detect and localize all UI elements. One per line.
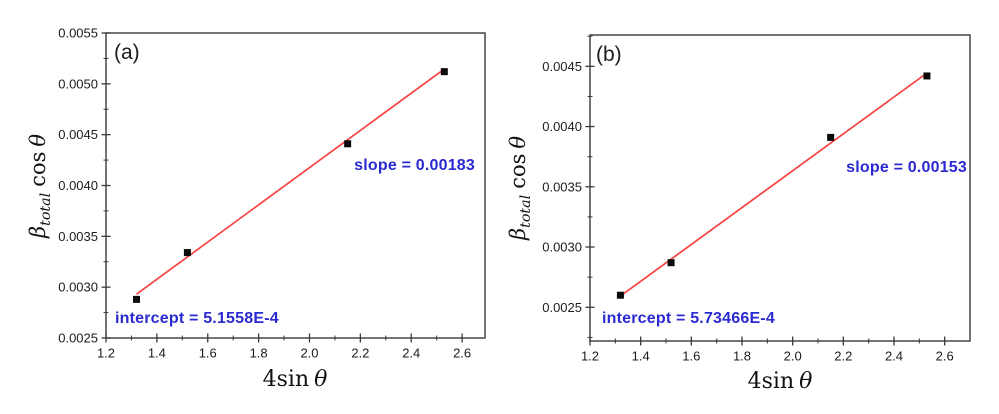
fit-line [136,68,445,295]
data-point-marker [344,140,352,148]
data-point-marker [440,68,448,76]
x-tick-label: 1.6 [682,349,700,364]
theta-symbol: θ [505,135,530,149]
y-tick-label: 0.0045 [542,59,582,74]
y-tick-label: 0.0030 [58,280,98,295]
x-tick-label: 2.6 [453,346,471,361]
x-tick-label: 1.8 [250,346,268,361]
beta-symbol: β [505,227,530,241]
x-tick-label: 1.2 [97,346,115,361]
y-tick-label: 0.0035 [542,179,582,194]
panel-label-a: (a) [114,41,140,64]
data-point-marker [183,249,191,257]
x-label-prefix: 4sin [747,369,795,394]
chart-panel-b: 1.2 1.4 1.6 1.8 2.0 2.2 2.4 2.6 0.0025 0.0030 0.00… [500,0,999,414]
panel-label-b: (b) [596,43,622,66]
y-axis-label: βtotal cos θ [506,136,534,240]
axis-frame [105,32,486,339]
beta-subscript: total [518,194,535,228]
data-point-marker [827,133,835,141]
data-points [616,72,931,299]
fit-line [619,72,928,297]
cos-operator: cos [25,151,50,187]
y-ticks: 0.0025 0.0030 0.0035 0.0040 0.0045 0.0050 0.00… [58,26,111,346]
y-tick-label: 0.0025 [58,331,98,346]
y-tick-label: 0.0025 [542,300,582,315]
intercept-annotation: intercept = 5.73466E-4 [602,310,775,327]
plot-area-a: 1.2 1.4 1.6 1.8 2.0 2.2 2.4 2.60.00250.00300.00… [58,26,486,361]
y-tick-label: 0.0030 [542,240,582,255]
x-ticks: 1.2 1.4 1.6 1.8 2.0 2.2 2.4 2.6 [97,333,471,361]
data-point-marker [667,259,675,267]
theta-symbol: θ [25,133,50,147]
x-tick-label: 2.2 [351,346,369,361]
x-tick-label: 2.0 [300,346,318,361]
y-axis-label: βtotal cos θ [26,134,54,238]
plot-area-b: 1.2 1.4 1.6 1.8 2.0 2.2 2.4 2.60.00250.00300.00… [542,34,971,364]
x-tick-label: 2.6 [936,349,954,364]
axis-frame [589,34,971,342]
x-tick-label: 2.2 [834,349,852,364]
x-label-prefix: 4sin [262,367,310,392]
chart-panel-a: 1.2 1.4 1.6 1.8 2.0 2.2 2.4 2.6 0.0025 0.0030 0.00… [26,26,486,392]
x-tick-label: 1.8 [733,349,751,364]
theta-symbol: θ [799,369,813,394]
y-tick-label: 0.0040 [58,178,98,193]
x-tick-label: 2.4 [885,349,903,364]
x-axis-label: 4sin θ [748,369,813,394]
slope-annotation: slope = 0.00183 [354,157,475,174]
y-ticks: 0.0025 0.0030 0.0035 0.0040 0.0045 [542,35,595,338]
data-points [133,68,448,303]
data-point-marker [923,72,931,80]
y-tick-label: 0.0045 [58,127,98,142]
cos-operator: cos [505,153,530,189]
y-tick-label: 0.0055 [58,26,98,41]
y-tick-label: 0.0040 [542,119,582,134]
beta-symbol: β [25,225,50,239]
intercept-annotation: intercept = 5.1558E-4 [115,310,279,327]
x-tick-label: 2.4 [402,346,420,361]
beta-subscript: total [38,192,55,226]
x-tick-label: 1.2 [581,349,599,364]
x-tick-label: 1.4 [632,349,650,364]
data-point-marker [616,291,624,299]
data-point-marker [133,295,141,303]
x-tick-label: 1.4 [148,346,166,361]
x-tick-label: 2.0 [784,349,802,364]
x-tick-label: 1.6 [199,346,217,361]
y-tick-label: 0.0035 [58,229,98,244]
x-axis-label: 4sin θ [263,367,328,392]
y-tick-label: 0.0050 [58,76,98,91]
theta-symbol: θ [314,367,328,392]
slope-annotation: slope = 0.00153 [846,159,967,176]
x-ticks: 1.2 1.4 1.6 1.8 2.0 2.2 2.4 2.6 [581,336,954,364]
